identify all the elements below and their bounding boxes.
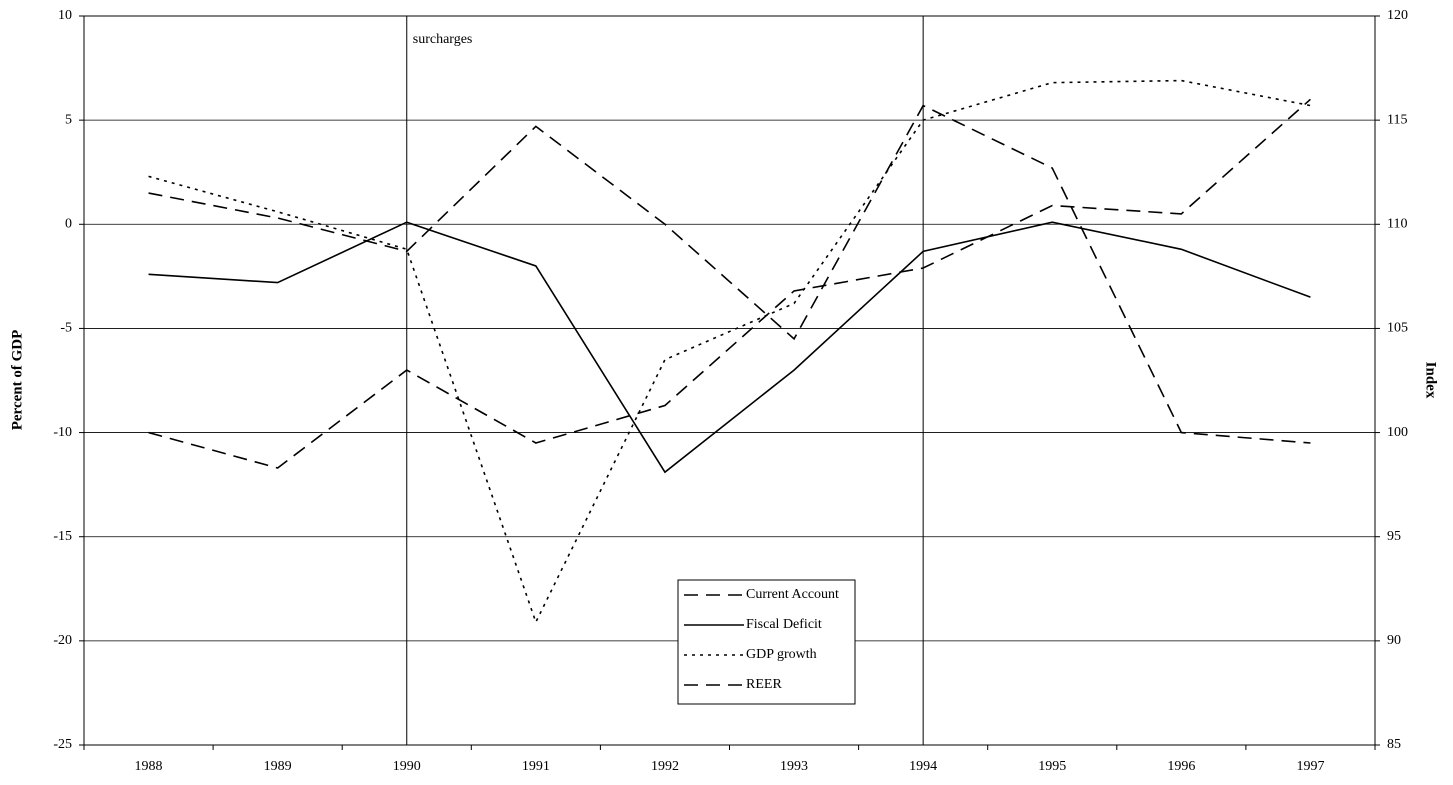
legend-label: GDP growth: [746, 647, 817, 662]
y-tick-label: -20: [53, 633, 72, 648]
y2-tick-label: 85: [1387, 737, 1401, 752]
y2-tick-label: 90: [1387, 633, 1401, 648]
series-line: [148, 221, 1311, 474]
legend-label: Current Account: [746, 587, 839, 602]
y-tick-label: 0: [65, 217, 72, 232]
series-line: [148, 98, 1311, 469]
y-tick-label: 10: [58, 8, 72, 23]
legend-label: Fiscal Deficit: [746, 617, 822, 632]
x-tick-label: 1994: [909, 759, 937, 774]
x-tick-label: 1992: [651, 759, 679, 774]
series-line: [148, 79, 1311, 625]
series-line: [148, 104, 1311, 444]
y2-tick-label: 95: [1387, 529, 1401, 544]
y-tick-label: -25: [53, 737, 72, 752]
y2-axis-title: Index: [1423, 362, 1439, 399]
annotation: surcharges: [413, 32, 473, 47]
y-tick-label: -5: [60, 321, 72, 336]
legend-box: [677, 579, 856, 705]
y2-tick-label: 105: [1387, 321, 1408, 336]
y2-tick-label: 100: [1387, 425, 1408, 440]
y2-tick-label: 110: [1387, 217, 1407, 232]
y2-tick-label: 115: [1387, 112, 1407, 127]
y-tick-label: 5: [65, 112, 72, 127]
x-tick-label: 1989: [264, 759, 292, 774]
x-tick-label: 1993: [780, 759, 808, 774]
x-tick-label: 1997: [1296, 759, 1324, 774]
x-tick-label: 1988: [135, 759, 163, 774]
x-tick-label: 1996: [1167, 759, 1195, 774]
x-tick-label: 1991: [522, 759, 550, 774]
x-tick-label: 1990: [393, 759, 421, 774]
y2-tick-label: 120: [1387, 8, 1408, 23]
y-tick-label: -10: [53, 425, 72, 440]
y-axis-title: Percent of GDP: [9, 330, 25, 431]
x-tick-label: 1995: [1038, 759, 1066, 774]
plot-frame: [83, 15, 1376, 746]
y-tick-label: -15: [53, 529, 72, 544]
legend-label: REER: [746, 677, 782, 692]
